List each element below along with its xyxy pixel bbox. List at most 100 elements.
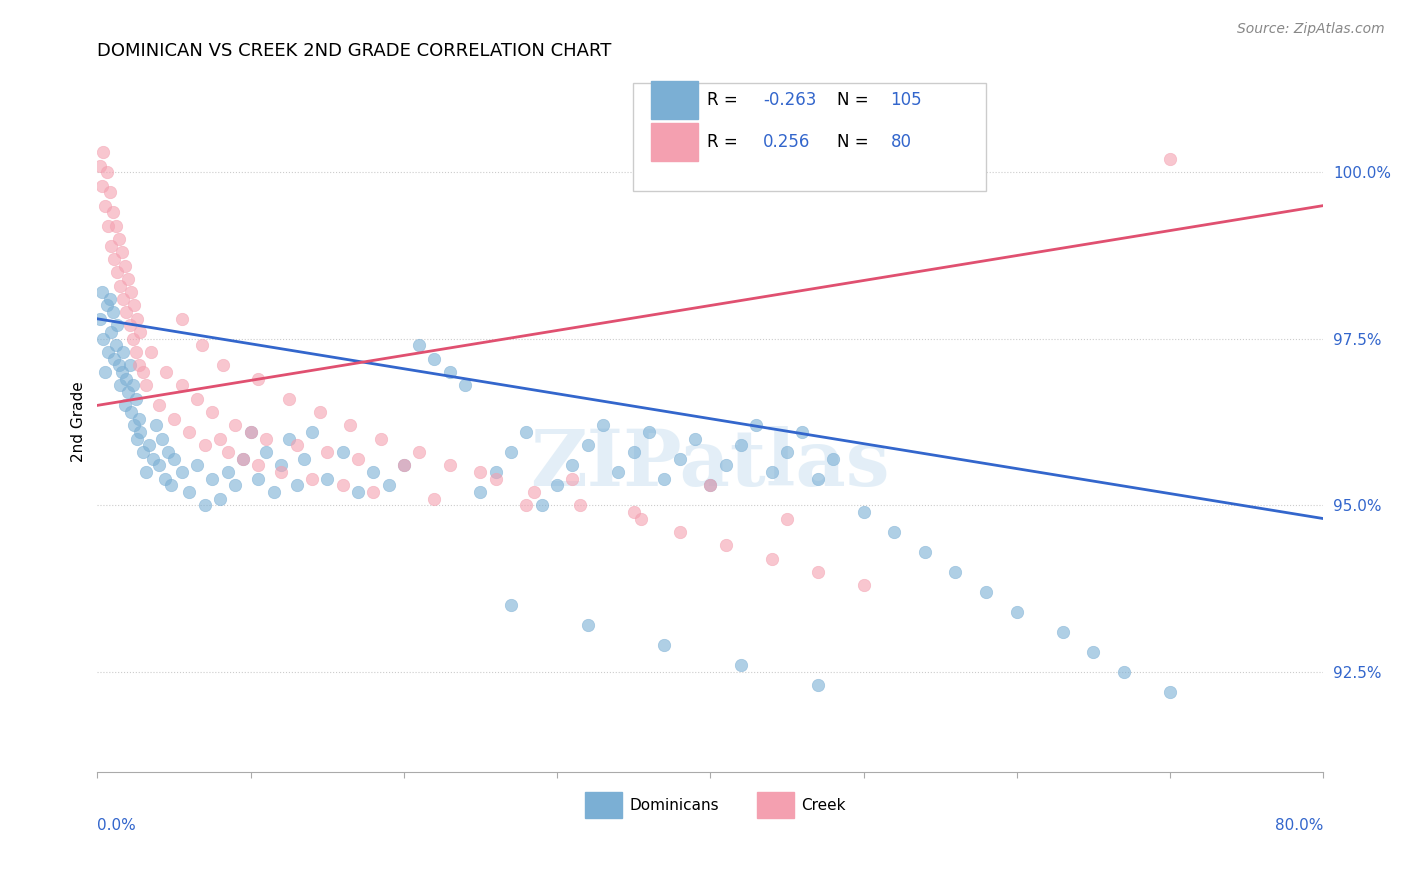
Point	[821, 451, 844, 466]
Point	[392, 458, 415, 473]
Point	[699, 478, 721, 492]
Point	[761, 465, 783, 479]
Point	[98, 186, 121, 200]
Point	[745, 418, 768, 433]
Point	[179, 484, 201, 499]
Point	[114, 259, 136, 273]
Point	[561, 472, 583, 486]
Point	[112, 292, 135, 306]
Point	[423, 491, 446, 506]
Point	[148, 458, 170, 473]
Point	[111, 245, 134, 260]
Point	[107, 359, 129, 373]
Text: R =: R =	[707, 133, 737, 151]
Point	[239, 425, 262, 439]
Point	[135, 465, 157, 479]
Point	[170, 465, 193, 479]
Point	[170, 311, 193, 326]
Point	[1112, 665, 1135, 679]
Point	[194, 438, 217, 452]
Point	[124, 345, 146, 359]
Point	[118, 359, 141, 373]
Point	[124, 392, 146, 406]
Point	[98, 292, 121, 306]
Point	[792, 425, 814, 439]
Point	[141, 451, 163, 466]
Point	[515, 425, 537, 439]
Point	[392, 458, 415, 473]
Point	[127, 432, 149, 446]
Point	[121, 378, 143, 392]
Point	[530, 498, 553, 512]
Point	[135, 378, 157, 392]
Point	[112, 345, 135, 359]
Text: N =: N =	[837, 91, 869, 109]
Point	[118, 318, 141, 333]
FancyBboxPatch shape	[585, 792, 621, 819]
Point	[110, 278, 132, 293]
Point	[668, 451, 690, 466]
Point	[138, 438, 160, 452]
Point	[361, 465, 384, 479]
Point	[485, 472, 508, 486]
Point	[201, 472, 224, 486]
Point	[668, 524, 690, 539]
Point	[117, 385, 139, 400]
Point	[852, 578, 875, 592]
Point	[93, 145, 115, 160]
Point	[339, 418, 361, 433]
Point	[332, 478, 354, 492]
Text: 0.256: 0.256	[763, 133, 810, 151]
Point	[370, 432, 392, 446]
Point	[316, 445, 339, 459]
Point	[806, 472, 828, 486]
Point	[569, 498, 592, 512]
Point	[145, 418, 167, 433]
Point	[654, 472, 676, 486]
Point	[93, 332, 115, 346]
Point	[103, 252, 125, 266]
Point	[186, 458, 208, 473]
Point	[623, 505, 645, 519]
Point	[208, 432, 231, 446]
Point	[377, 478, 399, 492]
Point	[1052, 624, 1074, 639]
Point	[97, 345, 120, 359]
Point	[254, 432, 277, 446]
Point	[914, 545, 936, 559]
Point	[501, 598, 523, 612]
Text: Dominicans: Dominicans	[630, 797, 718, 813]
Point	[454, 378, 477, 392]
Point	[111, 365, 134, 379]
Point	[301, 425, 323, 439]
Point	[97, 219, 120, 233]
Point	[501, 445, 523, 459]
Point	[1005, 605, 1028, 619]
Point	[96, 298, 118, 312]
Point	[576, 438, 599, 452]
Point	[120, 405, 142, 419]
Point	[91, 285, 114, 300]
Point	[224, 418, 246, 433]
Point	[1159, 684, 1181, 698]
Point	[104, 338, 127, 352]
FancyBboxPatch shape	[756, 792, 793, 819]
Point	[96, 165, 118, 179]
Point	[163, 411, 186, 425]
Point	[470, 484, 492, 499]
Point	[439, 458, 461, 473]
Point	[128, 359, 150, 373]
Point	[105, 318, 128, 333]
Point	[277, 432, 299, 446]
Point	[104, 219, 127, 233]
Point	[301, 472, 323, 486]
Point	[101, 305, 124, 319]
Text: 80: 80	[890, 133, 911, 151]
Point	[776, 445, 799, 459]
Point	[139, 345, 162, 359]
Point	[89, 311, 111, 326]
Point	[120, 285, 142, 300]
Point	[974, 584, 997, 599]
Text: 80.0%: 80.0%	[1275, 818, 1323, 833]
Point	[485, 465, 508, 479]
